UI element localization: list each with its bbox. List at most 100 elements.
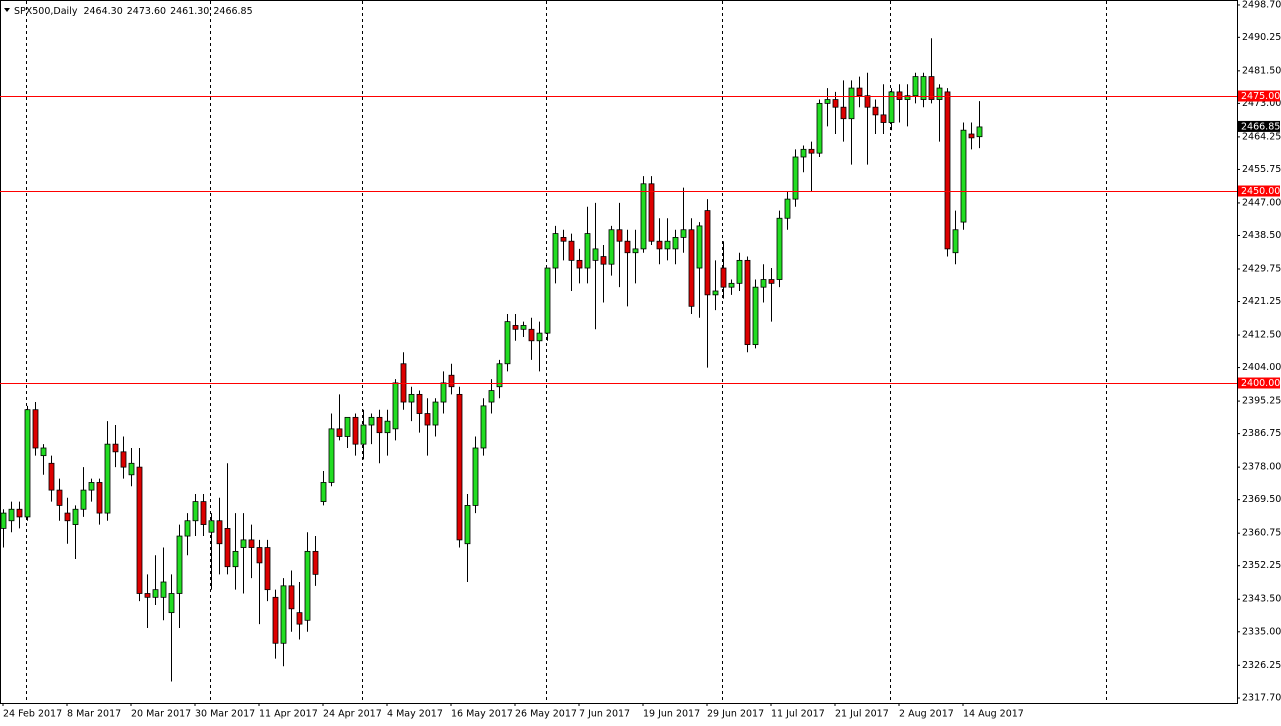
candle-body: [808, 148, 815, 154]
candle-body: [168, 593, 175, 614]
candle-body: [600, 256, 607, 265]
y-tick-label: 2438.50: [1242, 230, 1281, 241]
candle-body: [912, 76, 919, 97]
candle-body: [384, 420, 391, 434]
candle-body: [232, 550, 239, 568]
candle-body: [200, 501, 207, 525]
y-tick-label: 2395.25: [1242, 396, 1281, 407]
candle-body: [752, 286, 759, 346]
candle-body: [688, 229, 695, 307]
candle-body: [88, 482, 95, 491]
candle-body: [352, 416, 359, 445]
candle-body: [504, 321, 511, 365]
candle-body: [432, 401, 439, 426]
last-price-label: 2466.85: [1241, 121, 1280, 132]
candle-body: [80, 489, 87, 510]
candle-body: [632, 248, 639, 254]
candle-body: [784, 198, 791, 219]
level-label: 2475.00: [1241, 91, 1280, 102]
chart-header: SPX500,Daily 2464.30 2473.60 2461.30 2466.85: [14, 6, 253, 17]
x-tick-label: 16 May 2017: [451, 709, 513, 720]
candle-body: [648, 183, 655, 242]
candle-body: [456, 393, 463, 541]
candle-body: [952, 229, 959, 254]
candle-body: [544, 267, 551, 334]
candle-body: [816, 102, 823, 154]
plot-border: [0, 0, 1238, 704]
y-tick-label: 2404.00: [1242, 362, 1281, 373]
candle-body: [712, 290, 719, 296]
level-label: 2450.00: [1241, 186, 1280, 197]
level-label-box: [1238, 90, 1280, 102]
candle-body: [760, 279, 767, 288]
y-tick-label: 2447.00: [1242, 197, 1281, 208]
candle-body: [960, 129, 967, 223]
candle-body: [208, 520, 215, 533]
y-tick-label: 2412.50: [1242, 330, 1281, 341]
candle-body: [344, 416, 351, 437]
candle-body: [368, 416, 375, 426]
candle-body: [144, 593, 151, 598]
candle-body: [72, 508, 79, 525]
candle-body: [192, 501, 199, 522]
candle-body: [64, 512, 71, 522]
x-tick-label: 11 Apr 2017: [259, 709, 318, 720]
candle-body: [152, 589, 159, 598]
x-tick-label: 14 Aug 2017: [963, 709, 1024, 720]
candle-body: [128, 462, 135, 476]
candle-body: [496, 363, 503, 388]
x-tick-label: 2 Aug 2017: [899, 709, 954, 720]
header-close: 2466.85: [213, 6, 252, 17]
y-tick-label: 2378.00: [1242, 462, 1281, 473]
chart-title: SPX500,Daily: [14, 6, 78, 17]
candle-body: [904, 95, 911, 100]
candle-body: [288, 585, 295, 610]
candle-body: [968, 133, 975, 139]
y-tick-label: 2455.75: [1242, 164, 1281, 175]
candle-body: [224, 527, 231, 568]
candle-body: [920, 76, 927, 100]
candle-body: [408, 393, 415, 403]
candle-body: [448, 374, 455, 388]
candle-body: [160, 581, 167, 598]
candle-body: [576, 259, 583, 269]
x-tick-label: 8 Mar 2017: [67, 709, 121, 720]
candle-body: [720, 267, 727, 288]
candle-body: [464, 505, 471, 545]
candle-body: [896, 91, 903, 100]
candle-body: [776, 217, 783, 280]
candle-body: [216, 520, 223, 545]
candle-body: [880, 114, 887, 123]
candle-body: [32, 409, 39, 449]
candle-body: [592, 248, 599, 261]
y-tick-label: 2421.25: [1242, 296, 1281, 307]
candle-body: [56, 489, 63, 506]
candle-body: [976, 126, 983, 138]
candle-body: [112, 443, 119, 453]
candle-body: [440, 382, 447, 403]
candle-body: [696, 225, 703, 269]
y-tick-label: 2429.75: [1242, 263, 1281, 274]
candle-body: [552, 233, 559, 269]
candle-body: [824, 99, 831, 104]
candle-body: [176, 535, 183, 594]
y-tick-label: 2326.25: [1242, 660, 1281, 671]
candle-body: [872, 106, 879, 116]
candle-body: [320, 482, 327, 502]
y-tick-label: 2386.75: [1242, 428, 1281, 439]
y-tick-label: 2464.25: [1242, 131, 1281, 142]
candle-body: [528, 328, 535, 342]
y-tick-label: 2360.75: [1242, 528, 1281, 539]
candle-body: [40, 447, 47, 457]
candle-body: [392, 382, 399, 430]
y-tick-label: 2473.00: [1242, 98, 1281, 109]
menu-triangle[interactable]: [4, 8, 10, 12]
candle-body: [704, 210, 711, 296]
candle-body: [656, 240, 663, 250]
candle-body: [400, 363, 407, 403]
candle-body: [328, 428, 335, 483]
candle-body: [928, 76, 935, 100]
candle-body: [0, 512, 7, 529]
